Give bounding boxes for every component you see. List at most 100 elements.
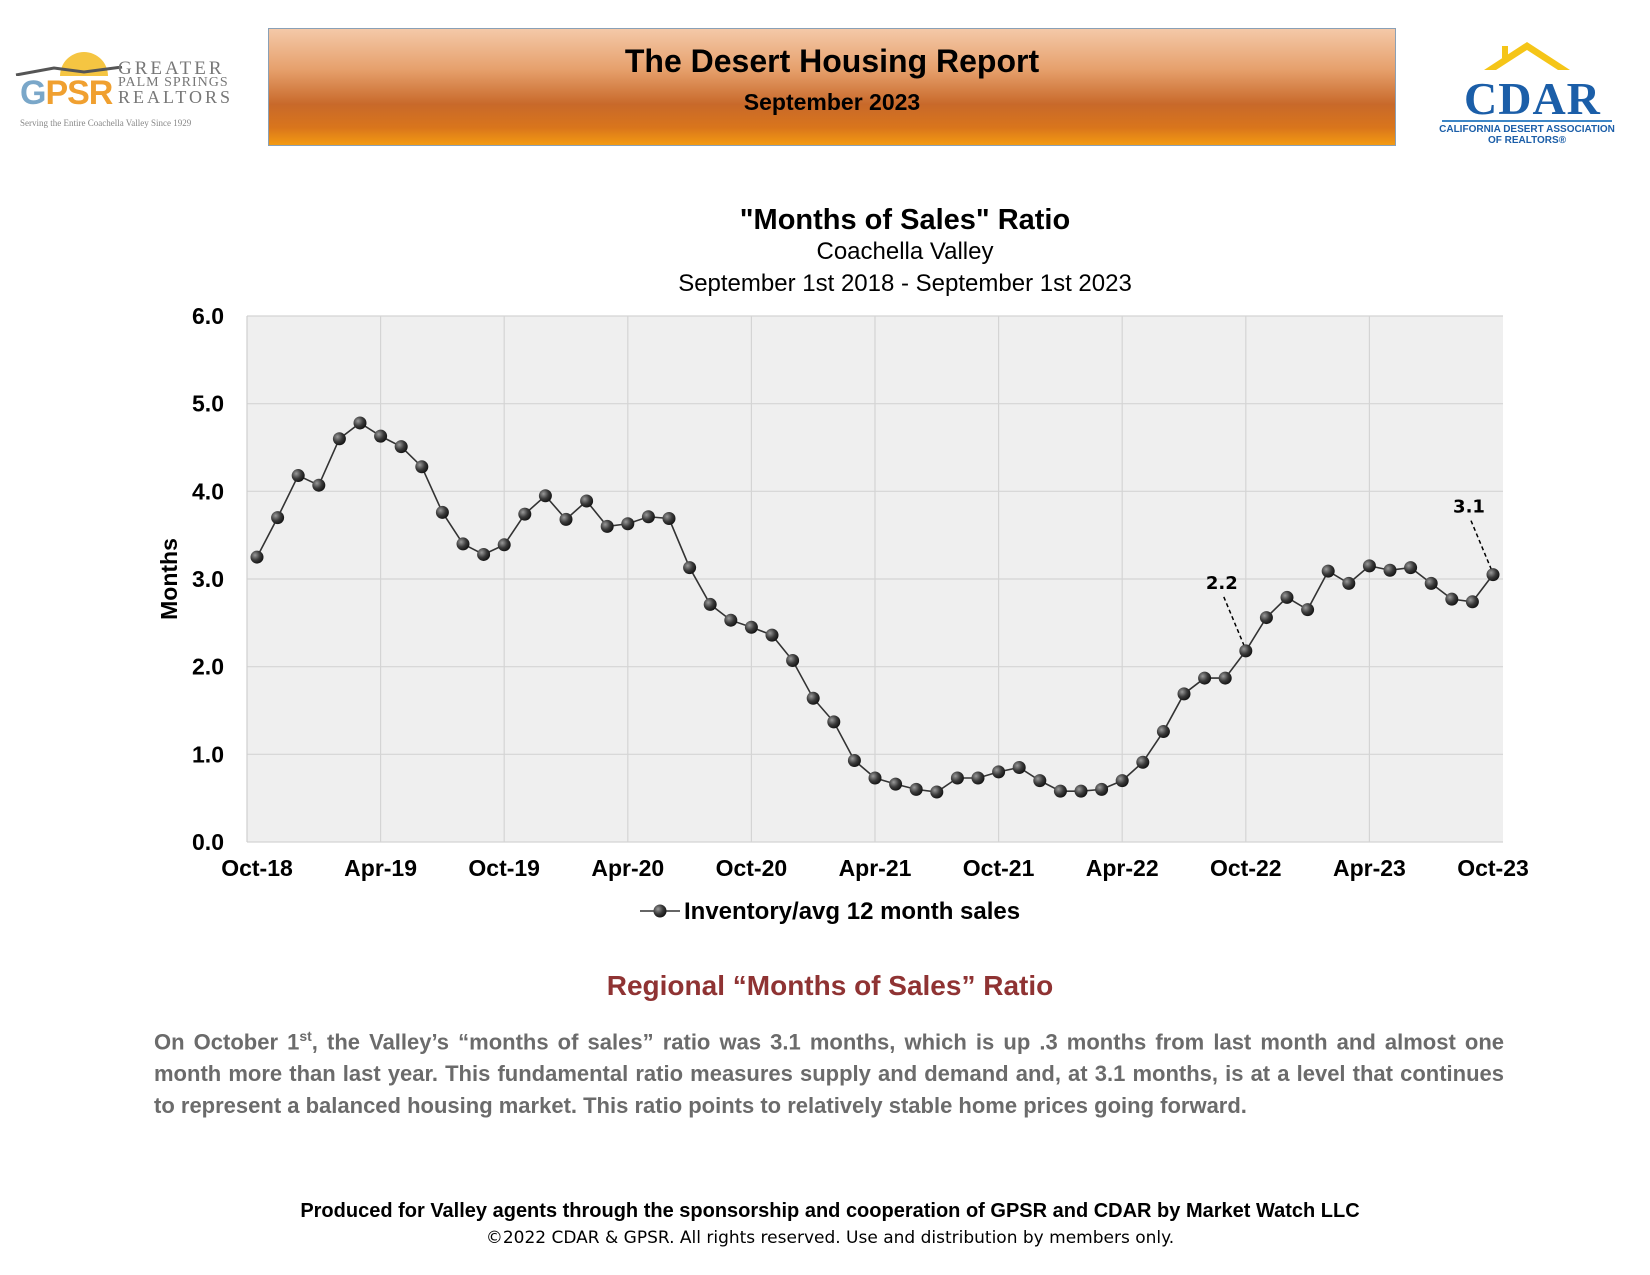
data-point (786, 654, 800, 668)
cdar-fullname: CALIFORNIA DESERT ASSOCIATION OF REALTOR… (1439, 124, 1615, 146)
annotation-label: 2.2 (1206, 573, 1238, 594)
data-point (1156, 725, 1170, 739)
data-point (765, 628, 779, 642)
x-tick-label: Apr-21 (839, 855, 912, 881)
x-tick-label: Oct-19 (468, 855, 540, 881)
gpsr-initials: GPSR (20, 74, 113, 112)
x-tick-label: Apr-19 (344, 855, 417, 881)
y-tick-label: 3.0 (192, 566, 224, 592)
data-point (1321, 564, 1335, 578)
data-point (950, 771, 964, 785)
y-tick-label: 0.0 (192, 829, 224, 855)
chart-subtitle-region: Coachella Valley (816, 238, 994, 265)
data-point (1301, 603, 1315, 617)
x-tick-label: Oct-22 (1210, 855, 1282, 881)
data-point (1053, 784, 1067, 798)
legend-marker (653, 904, 667, 918)
x-tick-label: Apr-20 (591, 855, 664, 881)
data-point (271, 511, 285, 525)
data-point (889, 777, 903, 791)
annotation-leader (1470, 520, 1492, 569)
data-point (1218, 671, 1232, 685)
data-point (1115, 774, 1129, 788)
data-point (394, 440, 408, 454)
gridlines (246, 315, 1503, 843)
chart-title: "Months of Sales" Ratio (739, 204, 1071, 236)
house-roof-icon (1484, 42, 1570, 70)
footer-credit: Produced for Valley agents through the s… (300, 1200, 1360, 1222)
data-point (1177, 687, 1191, 701)
data-point (1259, 611, 1273, 625)
data-point (992, 765, 1006, 779)
gpsr-words: GREATER PALM SPRINGS REALTORS (118, 58, 234, 107)
data-point (538, 489, 552, 503)
y-tick-label: 1.0 (192, 741, 224, 767)
data-point (1383, 563, 1397, 577)
y-tick-label: 2.0 (192, 654, 224, 680)
data-point (971, 771, 985, 785)
data-point (477, 547, 491, 561)
report-banner: The Desert Housing Report September 2023 (268, 28, 1396, 146)
data-point (332, 432, 346, 446)
chart-subtitle-dates: September 1st 2018 - September 1st 2023 (678, 270, 1132, 297)
data-point (930, 785, 944, 799)
data-point (415, 460, 429, 474)
data-point (621, 517, 635, 531)
data-point (1198, 671, 1212, 685)
data-point (1465, 595, 1479, 609)
data-point (641, 510, 655, 524)
data-point (1239, 644, 1253, 658)
data-point (1424, 576, 1438, 590)
data-point (1362, 559, 1376, 573)
data-point (683, 561, 697, 575)
data-point (909, 782, 923, 796)
data-point (1136, 755, 1150, 769)
cdar-divider (1442, 120, 1612, 122)
data-point (1033, 774, 1047, 788)
data-point (1445, 592, 1459, 606)
gpsr-tagline: Serving the Entire Coachella Valley Sinc… (20, 118, 192, 128)
data-point (847, 753, 861, 767)
x-tick-labels: Oct-18 Apr-19 Oct-19 Apr-20 Oct-20 Apr-21 Oct-… (221, 855, 1529, 881)
data-point (1486, 568, 1500, 582)
data-annotations: 2.2 3.1 (1206, 497, 1492, 646)
data-point (291, 469, 305, 483)
gpsr-logo: GPSR GREATER PALM SPRINGS REALTORS Servi… (14, 52, 244, 132)
commentary-paragraph: On October 1st, the Valley’s “months of … (154, 1028, 1504, 1119)
annotation-label: 3.1 (1453, 497, 1485, 518)
data-point (1074, 784, 1088, 798)
months-of-sales-chart: 0.0 1.0 2.0 3.0 4.0 5.0 6.0 Oct-18 Apr-19 Oct-19… (156, 303, 1529, 925)
data-point (518, 507, 532, 521)
data-point (497, 538, 511, 552)
footer-copyright: ©2022 CDAR & GPSR. All rights reserved. … (485, 1228, 1175, 1248)
data-point (868, 771, 882, 785)
data-point (580, 494, 594, 508)
data-point (806, 691, 820, 705)
data-point (662, 512, 676, 526)
data-point (1404, 561, 1418, 575)
data-point (1095, 782, 1109, 796)
roof-icon (15, 66, 123, 76)
data-point (600, 519, 614, 533)
x-tick-label: Oct-18 (221, 855, 293, 881)
x-tick-label: Oct-21 (963, 855, 1035, 881)
data-point (1280, 590, 1294, 604)
y-tick-label: 6.0 (192, 303, 224, 329)
data-point (559, 512, 573, 526)
section-heading: Regional “Months of Sales” Ratio (606, 970, 1054, 1001)
x-tick-label: Apr-22 (1086, 855, 1159, 881)
y-axis-label: Months (156, 538, 182, 620)
cdar-logo: CDAR CALIFORNIA DESERT ASSOCIATION OF RE… (1432, 40, 1622, 146)
data-point (744, 620, 758, 634)
banner-title: The Desert Housing Report (624, 43, 1040, 79)
data-point (353, 416, 367, 430)
data-point (374, 429, 388, 443)
data-point (435, 505, 449, 519)
x-tick-label: Apr-23 (1333, 855, 1406, 881)
data-point (456, 537, 470, 551)
cdar-wordmark: CDAR (1464, 73, 1601, 124)
data-point (1012, 760, 1026, 774)
annotation-leader (1223, 596, 1245, 646)
x-tick-label: Oct-23 (1457, 855, 1529, 881)
legend: Inventory/avg 12 month sales (640, 898, 1020, 925)
